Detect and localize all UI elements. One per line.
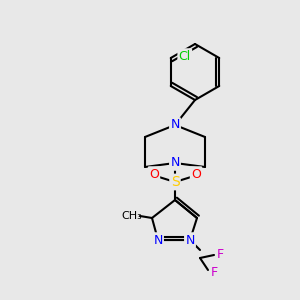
Text: CH₃: CH₃ xyxy=(122,211,142,221)
Text: F: F xyxy=(216,248,224,262)
Text: O: O xyxy=(149,167,159,181)
Text: S: S xyxy=(171,175,179,189)
Text: N: N xyxy=(185,233,195,247)
Text: N: N xyxy=(170,157,180,169)
Text: F: F xyxy=(210,266,218,280)
Text: N: N xyxy=(170,118,180,131)
Text: Cl: Cl xyxy=(178,50,191,62)
Text: N: N xyxy=(153,233,163,247)
Text: O: O xyxy=(191,167,201,181)
